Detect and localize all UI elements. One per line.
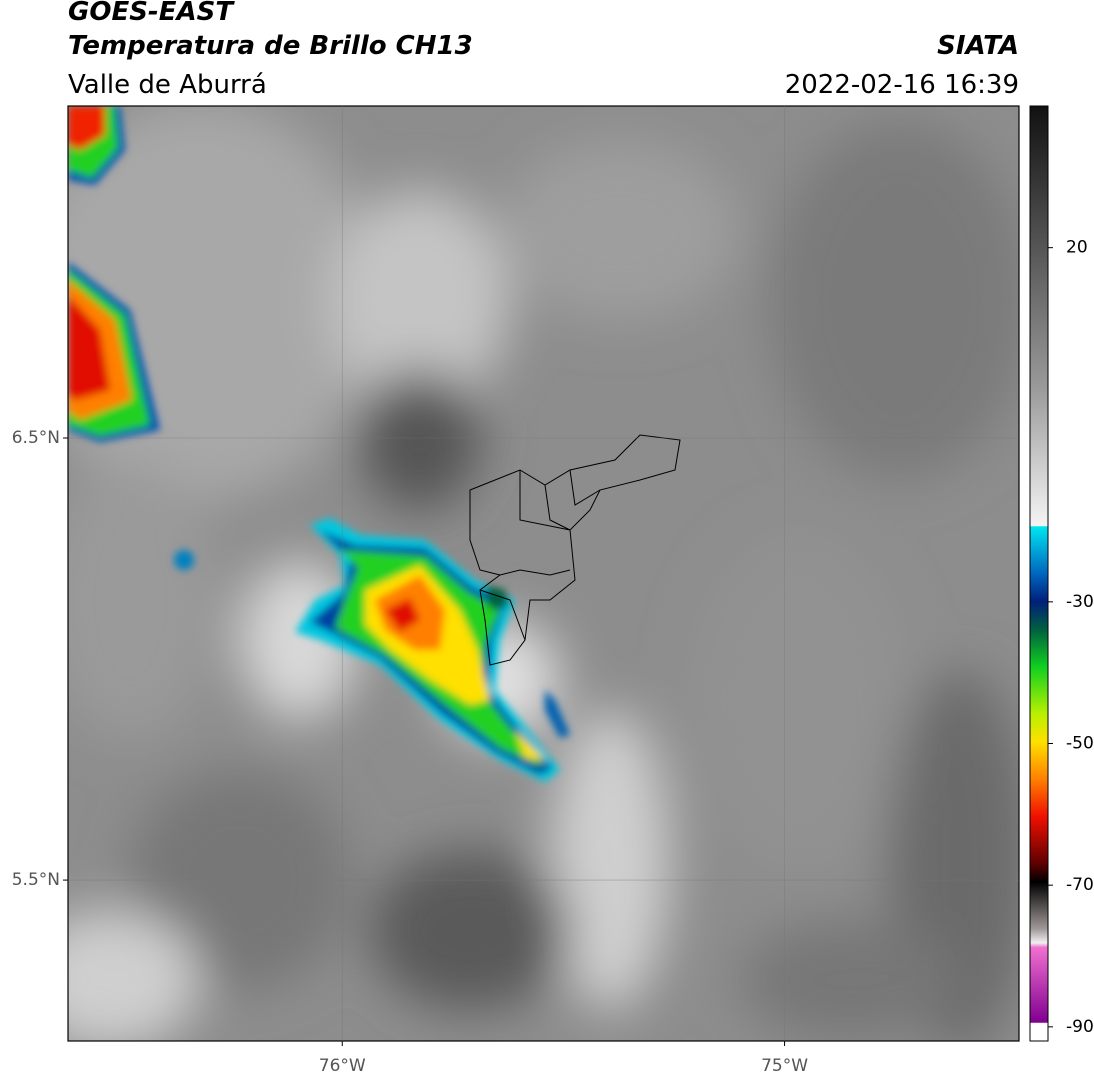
colorbar-tick-label: -90	[1066, 1017, 1094, 1037]
lon-tick-label: 76°W	[319, 1056, 366, 1076]
lon-tick-label: 75°W	[761, 1056, 808, 1076]
satellite-title: GOES-EAST	[68, 0, 235, 27]
lat-tick-label: 5.5°N	[12, 870, 60, 890]
colorbar-tick-label: -50	[1066, 734, 1094, 754]
datetime-label: 2022-02-16 16:39	[785, 70, 1019, 100]
satellite-image	[68, 106, 1019, 1041]
colorbar-ticks: 20 -30 -50 -70 -90	[1048, 238, 1094, 1037]
colorbar-tick-label: -70	[1066, 875, 1094, 895]
source-label: SIATA	[937, 31, 1019, 61]
map-frame	[67, 105, 1020, 1042]
colorbar-tick-label: 20	[1066, 238, 1088, 258]
lat-tick-label: 6.5°N	[12, 428, 60, 448]
graticule: 76°W 75°W 6.5°N 5.5°N	[12, 106, 1019, 1076]
colorbar-tick-label: -30	[1066, 592, 1094, 612]
region-label: Valle de Aburrá	[68, 70, 267, 100]
product-title: Temperatura de Brillo CH13	[68, 31, 473, 61]
colorbar	[1029, 105, 1049, 1042]
